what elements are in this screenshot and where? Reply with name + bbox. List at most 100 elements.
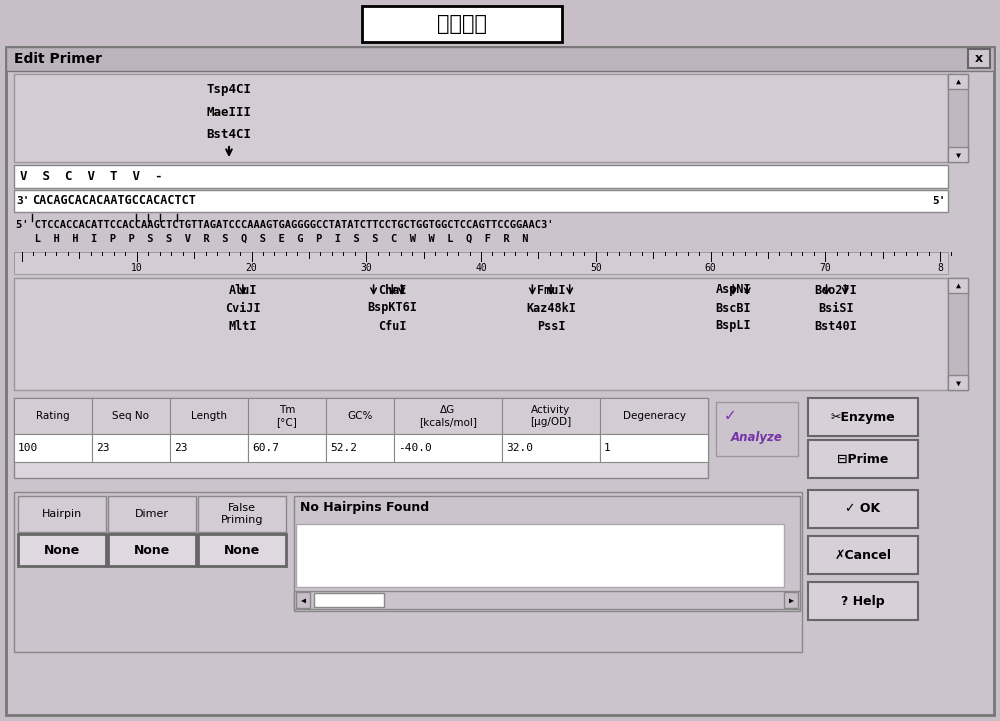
Text: 50: 50 [590,263,602,273]
Text: Analyze: Analyze [731,430,783,443]
Text: Bco27I
BsiSI
Bst40I: Bco27I BsiSI Bst40I [815,283,857,332]
Bar [14,74,948,162]
Text: 52.2: 52.2 [330,443,357,453]
Text: ChaI
BspKT6I
CfuI: ChaI BspKT6I CfuI [367,283,417,332]
Text: 60.7: 60.7 [252,443,279,453]
Text: AluI
CviJI
MltI: AluI CviJI MltI [225,283,261,332]
Bar [108,534,196,566]
Bar [92,434,170,462]
Text: Tsp4CI: Tsp4CI [207,84,252,97]
Bar [948,278,968,293]
Bar [14,398,92,434]
Bar [968,49,990,68]
Text: AspNI
BscBI
BspLI: AspNI BscBI BspLI [715,283,751,332]
Text: ▲: ▲ [956,280,960,290]
Text: 5' CTCCACCACATTCCACCAAGCTCTGTTAGATCCCAAAGTGAGGGGCCTATATCTTCCTGCTGGTGGCTCCAGTTCCG: 5' CTCCACCACATTCCACCAAGCTCTGTTAGATCCCAAA… [16,220,554,230]
Text: ? Help: ? Help [841,595,885,608]
Text: CACAGCACACAATGCCACACTCT: CACAGCACACAATGCCACACTCT [32,195,196,208]
Text: Rating: Rating [36,411,70,421]
Bar [296,524,784,587]
Bar [326,398,394,434]
Bar [18,534,106,566]
Bar [14,492,802,652]
Text: False
Priming: False Priming [221,503,263,525]
Bar [14,165,948,188]
Bar [108,496,196,532]
Text: 40: 40 [475,263,487,273]
Bar [198,534,286,566]
Text: -40.0: -40.0 [398,443,432,453]
Bar [170,434,248,462]
Text: 5': 5' [932,196,946,206]
Bar [314,593,384,607]
Text: 23: 23 [174,443,188,453]
Text: 1: 1 [604,443,611,453]
Bar [808,398,918,436]
Bar [14,278,948,390]
Bar [362,6,562,42]
Text: 锤定序列: 锤定序列 [437,14,487,34]
Text: None: None [44,544,80,557]
Text: None: None [224,544,260,557]
Text: FmuI
Kaz48kI
PssI: FmuI Kaz48kI PssI [526,283,576,332]
Text: 20: 20 [246,263,257,273]
Bar [326,434,394,462]
Text: None: None [134,544,170,557]
Text: Dimer: Dimer [135,509,169,519]
Text: ✂Enzyme: ✂Enzyme [831,410,895,423]
Bar [394,434,502,462]
Text: L  H  H  I  P  P  S  S  V  R  S  Q  S  E  G  P  I  S  S  C  W  W  L  Q  F  R  N: L H H I P P S S V R S Q S E G P I S S C … [16,234,528,244]
Bar [808,440,918,478]
Bar [198,496,286,532]
Text: Seq No: Seq No [112,411,150,421]
Text: 32.0: 32.0 [506,443,533,453]
Bar [600,434,708,462]
Text: ✗Cancel: ✗Cancel [834,549,892,562]
Text: ▶: ▶ [788,596,794,604]
Text: ▼: ▼ [956,151,960,159]
Text: Tm
[°C]: Tm [°C] [277,405,297,427]
Bar [948,74,968,162]
Text: Edit Primer: Edit Primer [14,52,102,66]
Text: 100: 100 [18,443,38,453]
Text: ⊟Prime: ⊟Prime [837,453,889,466]
Text: V  S  C  V  T  V  -: V S C V T V - [20,169,162,182]
Text: Activity
[μg/OD]: Activity [μg/OD] [530,405,572,427]
Text: 10: 10 [131,263,143,273]
Bar [170,398,248,434]
Text: ▲: ▲ [956,76,960,86]
Bar [18,496,106,532]
Bar [716,402,798,456]
Bar [600,398,708,434]
Bar [502,398,600,434]
Bar [948,278,968,390]
Text: MaeIII: MaeIII [207,105,252,118]
Bar [294,496,800,611]
Text: 70: 70 [819,263,831,273]
Bar [14,398,708,478]
Bar [948,147,968,162]
Bar [14,434,92,462]
Bar [248,434,326,462]
Text: 3': 3' [16,196,30,206]
Bar [502,434,600,462]
Bar [784,592,798,608]
Bar [294,591,800,609]
Text: 60: 60 [705,263,716,273]
Text: Bst4CI: Bst4CI [207,128,252,141]
Text: ΔG
[kcals/mol]: ΔG [kcals/mol] [419,405,477,427]
Bar [948,375,968,390]
Bar [296,592,310,608]
Bar [248,398,326,434]
Text: ✓: ✓ [724,409,737,423]
Bar [14,252,948,274]
Text: ✓ OK: ✓ OK [845,503,881,516]
Bar [92,398,170,434]
Bar [394,398,502,434]
Text: x: x [975,51,983,64]
Bar [808,536,918,574]
Text: Degeneracy: Degeneracy [622,411,686,421]
Text: Length: Length [191,411,227,421]
Text: Hairpin: Hairpin [42,509,82,519]
Text: ▼: ▼ [956,379,960,387]
